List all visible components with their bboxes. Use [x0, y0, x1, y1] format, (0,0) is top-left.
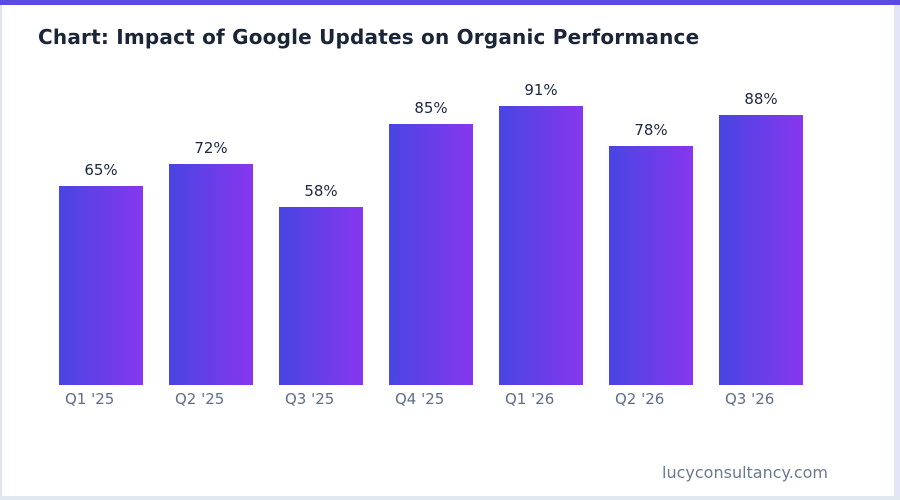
- x-axis-label: Q3 '25: [285, 390, 335, 408]
- bar: [719, 115, 803, 385]
- bottom-border: [0, 496, 900, 500]
- top-accent-bar: [0, 0, 900, 5]
- x-axis-label: Q1 '25: [65, 390, 115, 408]
- bar-value-label: 78%: [634, 121, 668, 139]
- right-border: [894, 5, 900, 500]
- bar: [389, 124, 473, 385]
- x-axis-label: Q2 '25: [175, 390, 225, 408]
- left-border: [0, 5, 2, 500]
- bar-value-label: 58%: [304, 182, 338, 200]
- bar-value-label: 88%: [744, 90, 778, 108]
- x-axis-label: Q2 '26: [615, 390, 665, 408]
- bar: [279, 207, 363, 385]
- bar: [59, 186, 143, 385]
- bar: [609, 146, 693, 385]
- bar: [169, 164, 253, 385]
- bar-value-label: 91%: [524, 81, 558, 99]
- bar-value-label: 65%: [84, 161, 118, 179]
- x-axis-label: Q4 '25: [395, 390, 445, 408]
- bar: [499, 106, 583, 385]
- bar-value-label: 85%: [414, 99, 448, 117]
- page-title: Chart: Impact of Google Updates on Organ…: [38, 25, 700, 49]
- bar-value-label: 72%: [194, 139, 228, 157]
- footer-watermark: lucyconsultancy.com: [662, 463, 828, 482]
- x-axis-label: Q3 '26: [725, 390, 775, 408]
- x-axis-label: Q1 '26: [505, 390, 555, 408]
